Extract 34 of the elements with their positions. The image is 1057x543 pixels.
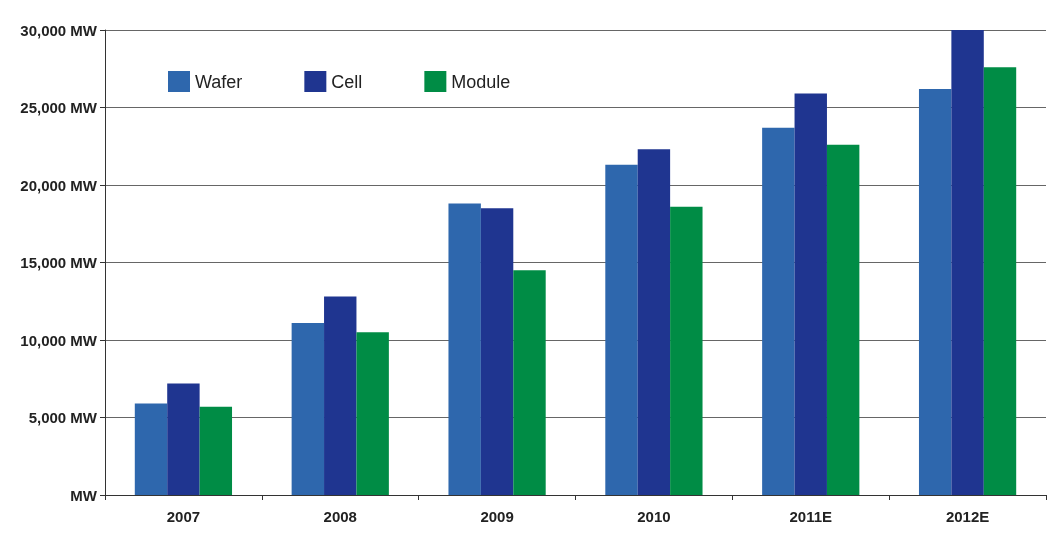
legend-label: Cell [331, 71, 363, 92]
x-tick-label: 2011E [789, 508, 833, 525]
y-tick-label: 30,000 MW [20, 21, 98, 39]
legend-label: Module [451, 71, 511, 92]
bar [762, 127, 795, 495]
bar [951, 30, 984, 495]
bar [826, 144, 860, 495]
y-tick-label: 5,000 MW [28, 409, 98, 426]
bar [513, 270, 546, 495]
legend-label: Wafer [195, 71, 243, 92]
y-tick-label: 20,000 MW [20, 176, 98, 194]
y-tick-label: 10,000 MW [20, 331, 98, 349]
x-tick-label: 2009 [480, 508, 514, 525]
bar [983, 67, 1017, 495]
bar [167, 383, 200, 495]
x-tick-label: 2010 [637, 508, 671, 525]
bar [605, 164, 638, 495]
bar [794, 93, 827, 495]
y-tick-label: 15,000 MW [20, 254, 98, 271]
bar [324, 296, 357, 495]
bar [356, 332, 389, 495]
x-tick-label: 2007 [166, 508, 201, 525]
bar [670, 206, 703, 495]
bar [199, 406, 233, 495]
bar [134, 403, 168, 495]
bar [448, 203, 481, 495]
bar [480, 208, 514, 495]
bar [291, 322, 325, 495]
x-tick-label: 2008 [323, 508, 357, 525]
bar [637, 149, 671, 495]
bar [918, 88, 952, 495]
x-tick-label: 2012E [945, 508, 990, 525]
y-tick-label: MW [70, 486, 98, 504]
y-tick-label: 25,000 MW [20, 99, 98, 116]
